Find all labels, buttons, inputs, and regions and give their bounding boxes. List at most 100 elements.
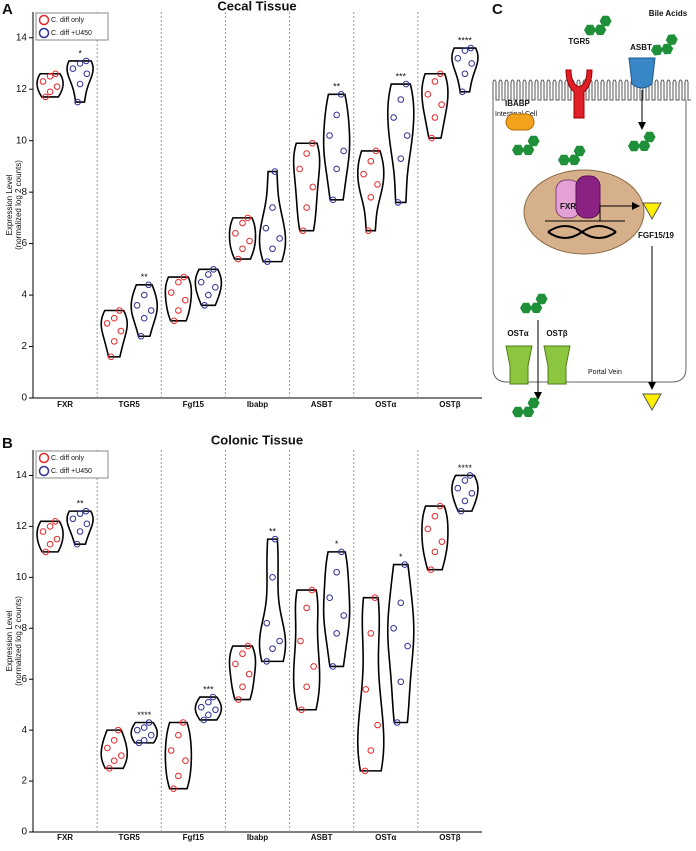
- data-point: [205, 271, 212, 278]
- significance: ***: [396, 71, 407, 81]
- violin: [130, 283, 159, 338]
- data-point: [140, 291, 148, 299]
- data-point: [104, 744, 111, 752]
- data-point: [69, 65, 77, 72]
- y-tick-label: 10: [16, 572, 28, 583]
- x-tick-label: Ibabp: [247, 400, 268, 409]
- data-point: [110, 338, 118, 345]
- violin: [100, 309, 129, 358]
- data-point: [200, 716, 208, 724]
- violin: [356, 150, 385, 232]
- y-axis-label: (normalized log 2 counts): [14, 160, 23, 250]
- data-point: [454, 484, 462, 492]
- data-point: [404, 642, 411, 650]
- legend-label: C. diff +U450: [51, 468, 92, 475]
- data-point: [170, 317, 178, 325]
- data-point: [110, 757, 118, 764]
- y-tick-label: 8: [21, 187, 27, 198]
- tgr5-receptor: [565, 69, 593, 119]
- data-point: [402, 80, 410, 88]
- data-point: [308, 586, 316, 594]
- data-point: [82, 57, 90, 65]
- legend-label: C. diff only: [51, 17, 84, 24]
- y-tick-label: 0: [21, 827, 27, 838]
- violin: [228, 645, 257, 701]
- data-point: [303, 204, 310, 211]
- data-point: [205, 711, 212, 719]
- violin: [130, 721, 159, 744]
- data-point: [82, 507, 90, 515]
- data-point: [42, 548, 49, 556]
- cell-membrane: [492, 100, 687, 383]
- data-point: [329, 663, 337, 670]
- data-point: [428, 134, 435, 142]
- legend-marker: [38, 27, 50, 39]
- violin: [421, 505, 449, 571]
- x-tick-label: OSTβ: [439, 833, 460, 842]
- data-point: [438, 101, 445, 108]
- violin: [36, 520, 64, 553]
- data-point: [397, 678, 405, 686]
- data-point: [276, 235, 283, 242]
- data-point: [76, 60, 84, 67]
- data-point: [468, 60, 475, 67]
- data-point: [424, 91, 432, 98]
- x-tick-label: FXR: [57, 833, 73, 842]
- data-point: [466, 472, 474, 479]
- y-axis-label: Expression Level: [5, 174, 14, 235]
- x-tick-label: Ibabp: [247, 833, 268, 842]
- data-point: [360, 170, 367, 178]
- data-point: [39, 528, 47, 535]
- ost-alpha: [505, 345, 533, 385]
- data-point: [76, 510, 84, 517]
- data-point: [246, 237, 253, 245]
- data-point: [175, 772, 182, 780]
- y-tick-label: 14: [16, 32, 28, 43]
- data-point: [362, 686, 370, 693]
- data-point: [337, 91, 345, 98]
- ibabp-label: IBABP: [505, 99, 531, 108]
- data-point: [137, 332, 145, 340]
- data-point: [140, 724, 148, 731]
- x-tick-label: TGR5: [119, 833, 141, 842]
- data-point: [269, 204, 276, 211]
- data-point: [239, 219, 246, 227]
- data-point: [235, 696, 242, 703]
- violin: [322, 93, 351, 201]
- data-point: [114, 726, 122, 734]
- data-point: [46, 88, 54, 96]
- bile-acid: [626, 129, 660, 159]
- y-tick-label: 2: [21, 341, 27, 352]
- y-tick-label: 14: [16, 470, 28, 481]
- bile-acid: [518, 291, 552, 321]
- violin: [228, 217, 257, 260]
- data-point: [133, 726, 141, 734]
- significance: **: [333, 82, 341, 92]
- data-point: [269, 574, 276, 581]
- data-point: [427, 566, 435, 573]
- data-point: [367, 630, 375, 637]
- x-tick-label: OSTα: [375, 400, 396, 409]
- data-point: [340, 147, 347, 155]
- data-point: [329, 196, 337, 204]
- data-point: [397, 599, 405, 607]
- violin: [421, 72, 449, 139]
- data-point: [73, 540, 81, 548]
- data-point: [374, 721, 381, 729]
- data-point: [263, 619, 271, 627]
- data-point: [145, 719, 153, 726]
- data-point: [436, 502, 444, 510]
- data-point: [110, 737, 118, 744]
- data-point: [401, 561, 409, 568]
- violin: [451, 47, 479, 93]
- data-point: [182, 757, 189, 764]
- data-point: [118, 752, 125, 759]
- data-point: [46, 540, 54, 548]
- data-point: [461, 477, 469, 484]
- violin: [292, 142, 321, 232]
- legend-label: C. diff +U450: [51, 30, 92, 37]
- x-tick-label: OSTα: [375, 833, 396, 842]
- data-point: [83, 70, 91, 78]
- data-point: [424, 525, 432, 533]
- data-point: [232, 230, 239, 237]
